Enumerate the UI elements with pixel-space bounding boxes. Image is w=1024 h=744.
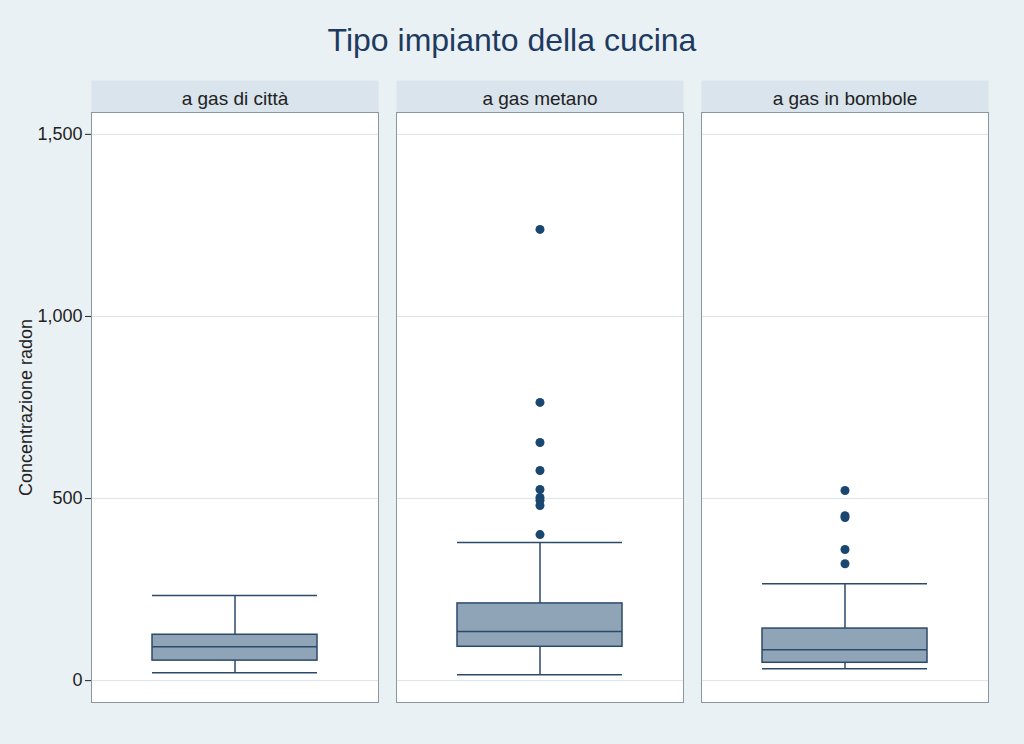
svg-text:1,500: 1,500: [37, 124, 82, 144]
svg-text:a gas metano: a gas metano: [482, 88, 597, 109]
svg-text:a gas in bombole: a gas in bombole: [773, 88, 918, 109]
svg-text:Concentrazione radon: Concentrazione radon: [16, 319, 36, 496]
svg-text:a gas di città: a gas di città: [182, 88, 289, 109]
html-text:Tipo impianto della cucina: Tipo impianto della cucina: [327, 22, 697, 58]
svg-text:0: 0: [72, 670, 82, 690]
svg-text:1,000: 1,000: [37, 306, 82, 326]
svg-text:500: 500: [52, 488, 82, 508]
